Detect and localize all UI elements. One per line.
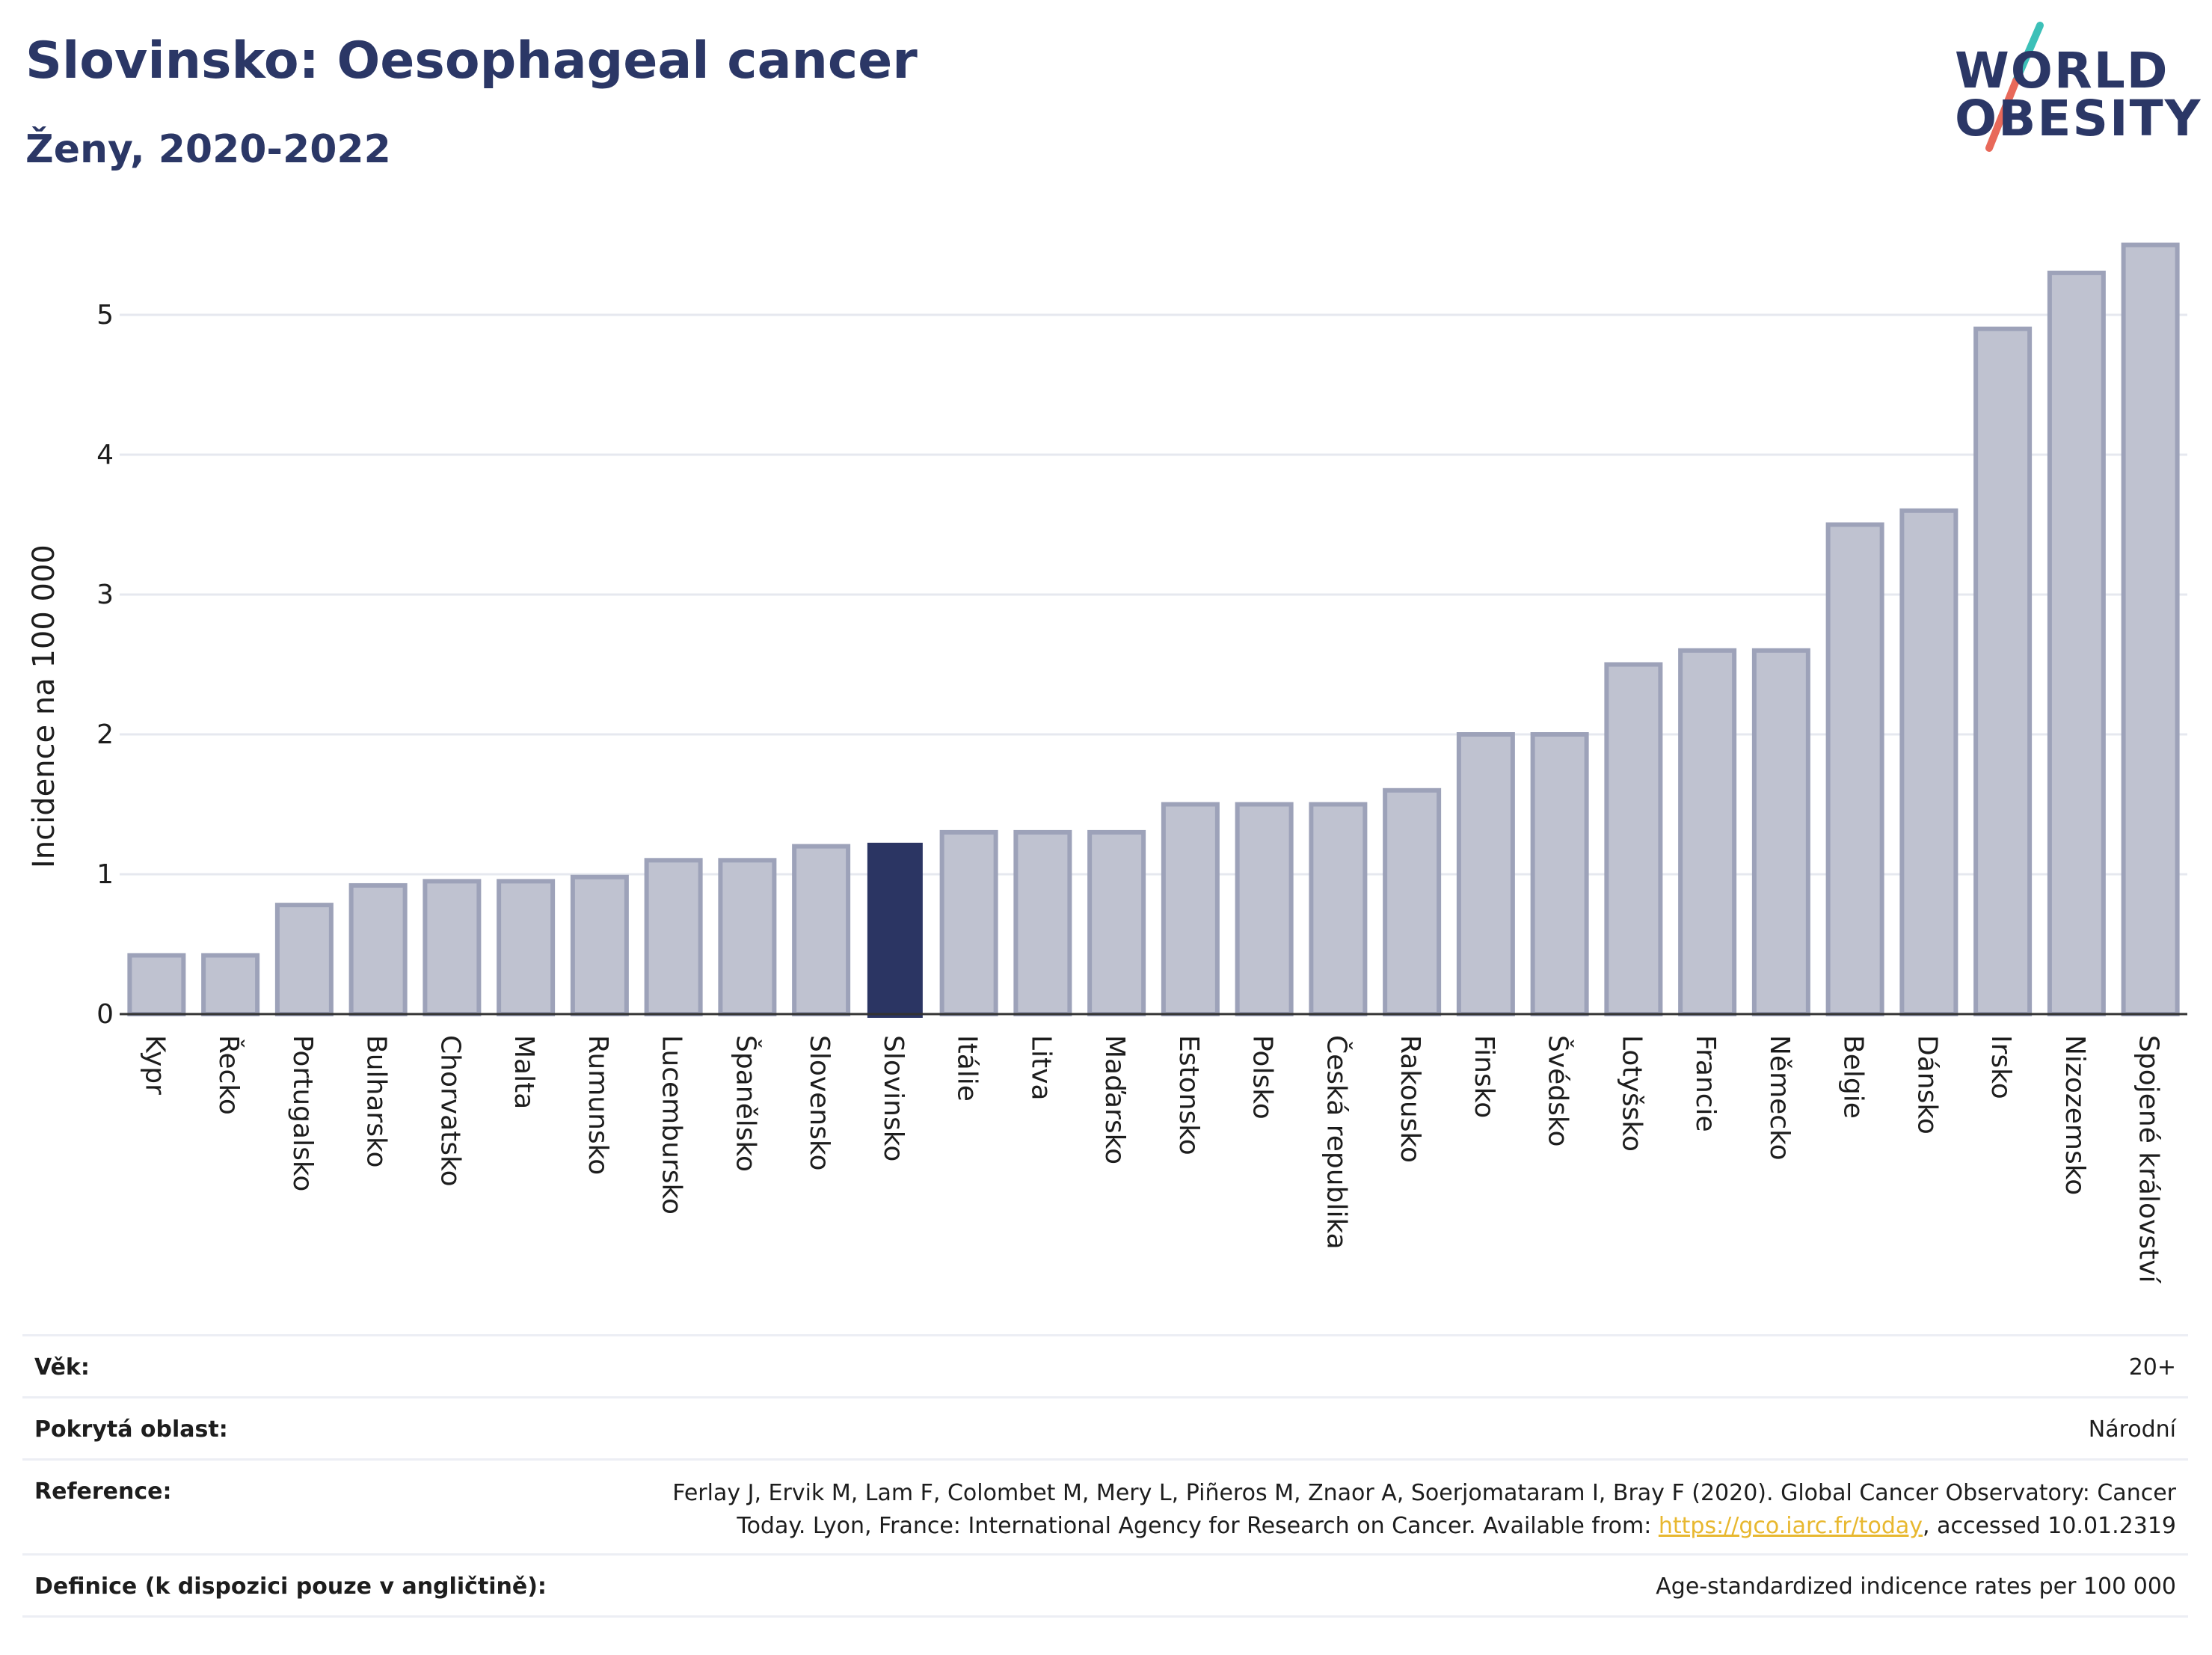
metadata-table: Věk: 20+ Pokrytá oblast: Národní Referen… [22,1334,2188,1618]
bar-chart: 0 1 2 3 4 5 Incidence na 100 000 Kypr Řecko Port… [27,242,2187,1284]
x-tick-label: Finsko [1469,1035,1499,1118]
x-tick-label: Nizozemsko [2059,1035,2090,1195]
x-tick-label: Portugalsko [287,1035,318,1191]
area-value: Národní [2088,1416,2176,1443]
world-obesity-logo[interactable]: WORLD OBESITY [1944,19,2202,162]
bar[interactable] [1899,508,1958,1016]
x-tick-label: Lucembursko [657,1035,687,1215]
category-labels: Kypr Řecko Portugalsko Bulharsko Chorvatsko M… [139,1035,2163,1284]
reference-value: Ferlay J, Ervik M, Lam F, Colombet M, Me… [672,1477,2176,1543]
x-tick-label: Chorvatsko [434,1035,465,1187]
reference-text: Today. Lyon, France: International Agenc… [737,1513,1659,1539]
x-tick-label: Francie [1690,1035,1721,1132]
area-label: Pokrytá oblast: [34,1416,228,1443]
x-tick-label: Spojené království [2133,1035,2164,1284]
x-tick-label: Česká republika [1321,1035,1352,1250]
bar[interactable] [792,844,851,1016]
reference-label: Reference: [34,1479,172,1505]
x-tick-label: Rakousko [1395,1035,1425,1163]
x-tick-label: Řecko [213,1035,245,1115]
bar[interactable] [348,882,408,1016]
x-tick-label: Lotyšsko [1616,1035,1647,1152]
chart-title: Slovinsko: Oesophageal cancer [25,31,918,90]
bar[interactable] [127,953,186,1016]
bar[interactable] [274,903,334,1017]
x-tick-label: Kypr [139,1035,170,1095]
bar[interactable] [1383,787,1442,1017]
x-tick-label: Německo [1764,1035,1795,1161]
meta-row-definition: Definice (k dispozici pouze v angličtině… [22,1553,2188,1618]
x-tick-label: Slovinsko [878,1035,909,1161]
bar[interactable] [718,858,777,1017]
bars [127,242,2180,1018]
chart-subtitle: Ženy, 2020-2022 [25,127,391,172]
y-axis-label: Incidence na 100 000 [27,544,61,868]
logo-slash-icon [1985,22,2044,152]
y-tick-label: 3 [96,580,114,610]
bar[interactable] [939,829,998,1017]
x-tick-label: Polsko [1247,1035,1278,1120]
bar[interactable] [1751,648,1810,1016]
x-tick-label: Litva [1025,1035,1056,1101]
x-tick-label: Itálie [952,1035,983,1102]
y-tick-label: 2 [96,719,114,750]
bar[interactable] [1825,522,1884,1016]
definition-label: Definice (k dispozici pouze v angličtině… [34,1573,547,1600]
logo-text-world: WORLD [1955,42,2169,99]
x-tick-label: Rumunsko [583,1035,613,1175]
y-tick-label: 5 [96,300,114,331]
bar[interactable] [570,874,629,1016]
y-tick-label: 0 [96,999,114,1030]
bar[interactable] [1456,732,1515,1016]
reference-link[interactable]: https://gco.iarc.fr/today [1658,1513,1923,1539]
x-tick-label: Slovensko [804,1035,835,1171]
bar[interactable] [1973,326,2033,1016]
x-tick-label: Bulharsko [361,1035,392,1168]
y-tick-label: 4 [96,440,114,470]
reference-line-2: Today. Lyon, France: International Agenc… [672,1510,2176,1543]
bar[interactable] [2047,270,2106,1016]
x-tick-label: Švédsko [1543,1035,1574,1147]
bar[interactable] [1013,829,1072,1017]
axes: 0 1 2 3 4 5 Incidence na 100 000 [27,300,2187,1030]
x-tick-label: Estonsko [1173,1035,1204,1155]
bar[interactable] [1087,829,1146,1017]
x-tick-label: Španělsko [730,1035,761,1172]
bar[interactable] [1309,802,1368,1016]
bar[interactable] [2121,242,2180,1016]
x-tick-label: Malta [509,1035,539,1109]
x-tick-label: Belgie [1838,1035,1869,1119]
reference-accessed: , accessed 10.01.2319 [1923,1513,2176,1539]
meta-row-reference: Reference: Ferlay J, Ervik M, Lam F, Col… [22,1458,2188,1553]
bar[interactable] [201,953,260,1016]
definition-value: Age-standardized indicence rates per 100… [1656,1573,2176,1600]
meta-row-age: Věk: 20+ [22,1334,2188,1396]
meta-row-area: Pokrytá oblast: Národní [22,1396,2188,1458]
x-tick-label: Maďarsko [1099,1035,1130,1164]
bar[interactable] [1678,648,1737,1016]
bar[interactable] [1235,802,1294,1016]
logo-text-obesity: OBESITY [1955,90,2202,147]
bar[interactable] [1161,802,1220,1016]
age-label: Věk: [34,1354,90,1381]
age-value: 20+ [2128,1354,2176,1381]
bar[interactable] [1604,662,1663,1016]
x-tick-label: Dánsko [1911,1035,1942,1134]
y-tick-label: 1 [96,859,114,890]
bar[interactable] [867,842,923,1018]
bar[interactable] [497,879,556,1016]
bar[interactable] [1530,732,1589,1016]
x-tick-label: Irsko [1985,1035,2016,1099]
bar[interactable] [644,858,703,1017]
reference-line-1: Ferlay J, Ervik M, Lam F, Colombet M, Me… [672,1480,2176,1506]
bar[interactable] [423,879,482,1016]
